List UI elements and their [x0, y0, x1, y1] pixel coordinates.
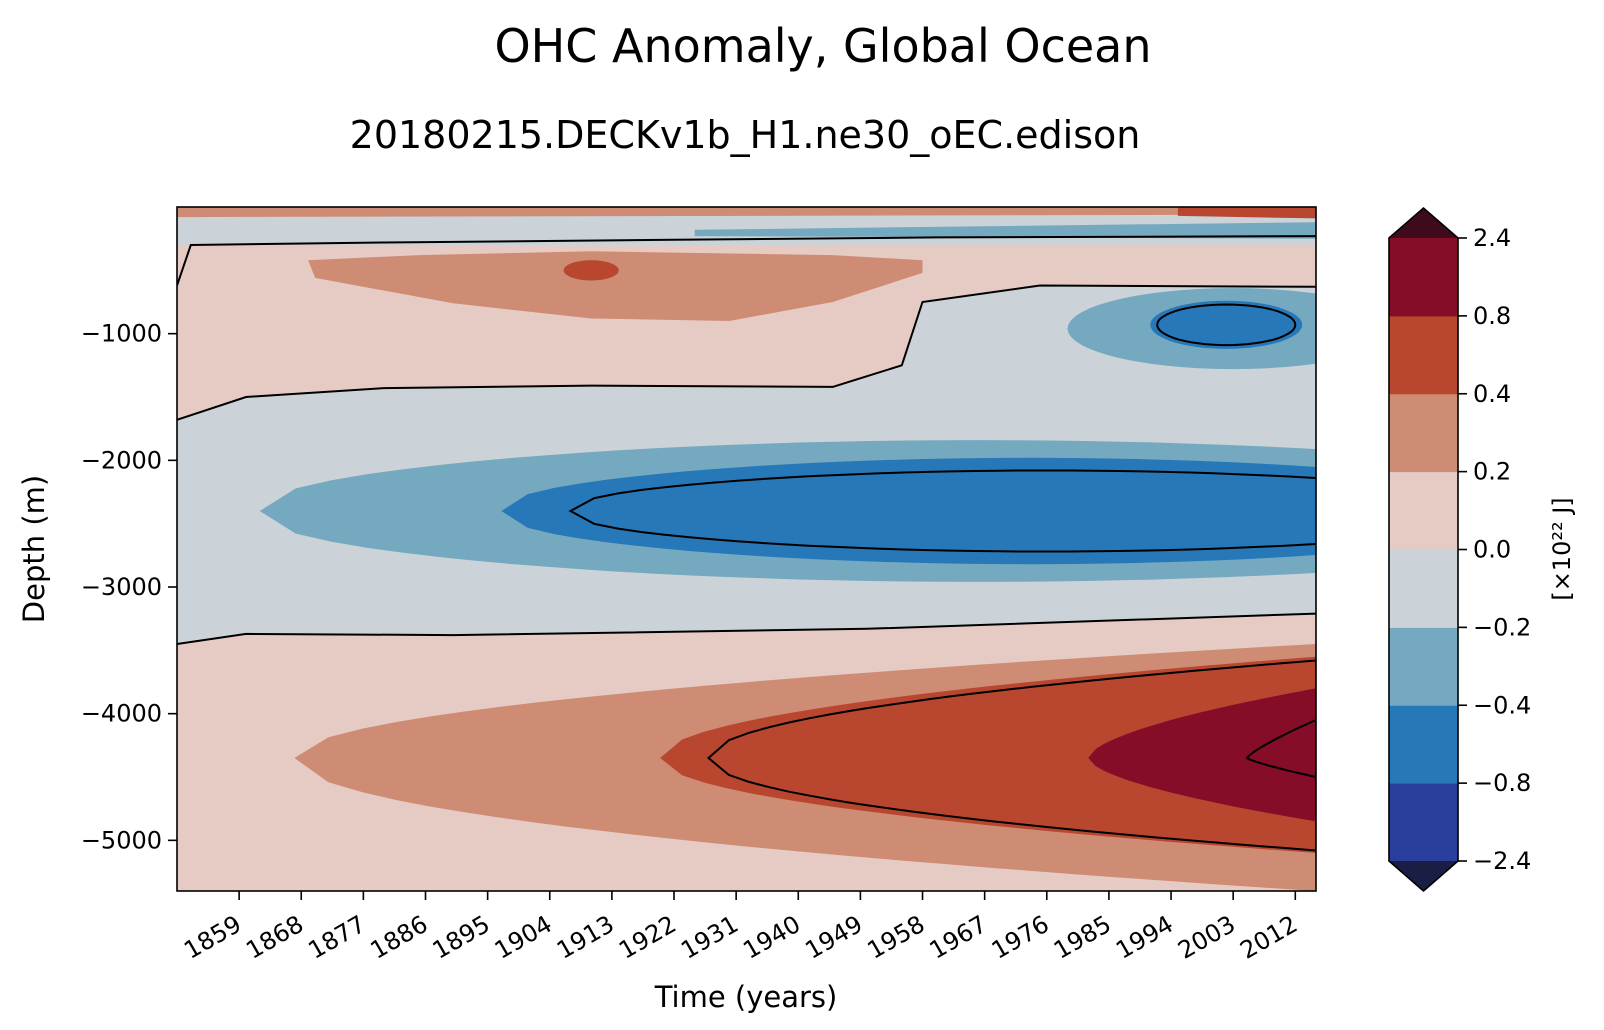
x-tick-label: 1994: [1111, 910, 1178, 965]
x-tick-label: 1877: [303, 910, 370, 965]
contour-field: [177, 207, 1316, 891]
contour-lines: [177, 235, 1316, 852]
colorbar-tick-label: 0.4: [1473, 380, 1511, 408]
x-tick-label: 1922: [614, 910, 681, 965]
x-tick-label: 1940: [738, 910, 805, 965]
field-deep-warm-core: [1088, 688, 1316, 822]
x-tick-label: 1859: [179, 910, 246, 965]
isoline-surface: [177, 235, 1316, 286]
x-tick-label: 1904: [490, 910, 557, 965]
colorbar-bin: [1389, 393, 1458, 473]
isoline-warm-core: [1245, 718, 1316, 779]
isoline-deep: [177, 612, 1316, 645]
field-deep-warm-mid: [660, 656, 1316, 853]
x-tick-label: 1976: [987, 910, 1054, 965]
colorbar-extend-max: [1389, 208, 1458, 238]
colorbar-bin: [1389, 549, 1458, 628]
colorbar-tick-label: −0.8: [1473, 769, 1531, 797]
colorbar-tick-label: 0.2: [1473, 458, 1511, 486]
isoline-upper: [177, 284, 1316, 421]
x-tick-label: 1931: [676, 910, 743, 965]
x-tick-label: 1949: [801, 910, 868, 965]
x-tick-label: 1967: [925, 910, 992, 965]
x-axis: 1859186818771886189519041913192219311940…: [179, 891, 1302, 965]
y-tick-label: −1000: [81, 320, 162, 348]
y-axis: −1000 −2000 −3000 −4000 −5000: [81, 320, 177, 854]
y-axis-label: Depth (m): [17, 475, 51, 623]
x-tick-label: 1895: [428, 910, 495, 965]
field-mid-cool-inner: [501, 457, 1316, 565]
field-warm-patch: [563, 260, 619, 281]
isoline-upper-cool: [1156, 303, 1297, 347]
x-tick-label: 2003: [1173, 910, 1240, 965]
colorbar: −2.4 −0.8 −0.4 −0.2 0.0 0.2 0.4 0.8 2.4: [1388, 206, 1531, 893]
colorbar-tick-label: −2.4: [1473, 847, 1531, 875]
colorbar-bin: [1389, 315, 1458, 395]
x-tick-label: 2012: [1235, 910, 1302, 965]
colorbar-tick-label: 2.4: [1473, 224, 1511, 252]
field-upper-cool-inner: [1150, 300, 1303, 349]
x-tick-label: 1868: [241, 910, 308, 965]
colorbar-bin: [1389, 627, 1458, 706]
colorbar-bin: [1389, 783, 1458, 862]
colorbar-tick-label: 0.8: [1473, 302, 1511, 330]
isoline-deep-warm: [706, 659, 1316, 852]
colorbar-bin: [1389, 471, 1458, 550]
x-tick-label: 1958: [863, 910, 930, 965]
y-tick-label: −5000: [81, 826, 162, 854]
field-surface-warm: [177, 207, 1316, 218]
colorbar-tick-label: −0.2: [1473, 613, 1531, 641]
colorbar-bin: [1389, 705, 1458, 784]
colorbar-bin: [1389, 238, 1458, 317]
field-surface-cool-strip: [694, 222, 1316, 239]
colorbar-tick-label: −0.4: [1473, 691, 1531, 719]
x-tick-label: 1985: [1049, 910, 1116, 965]
y-tick-label: −2000: [81, 446, 162, 474]
field-warm-layer: [308, 251, 923, 321]
chart-subtitle: 20180215.DECKv1b_H1.ne30_oEC.edison: [350, 113, 1141, 157]
x-tick-label: 1886: [366, 910, 433, 965]
field-surface-warm-hot: [1177, 207, 1316, 219]
y-tick-label: −4000: [81, 700, 162, 728]
colorbar-label: [×10²² J]: [1548, 497, 1576, 600]
colorbar-tick-label: 0.0: [1473, 536, 1511, 564]
isoline-cool-core: [568, 469, 1316, 553]
y-tick-label: −3000: [81, 573, 162, 601]
plot-frame: [176, 206, 1317, 892]
x-axis-label: Time (years): [654, 980, 838, 1014]
x-tick-label: 1913: [552, 910, 619, 965]
chart-title: OHC Anomaly, Global Ocean: [494, 19, 1151, 73]
colorbar-extend-min: [1389, 861, 1458, 891]
